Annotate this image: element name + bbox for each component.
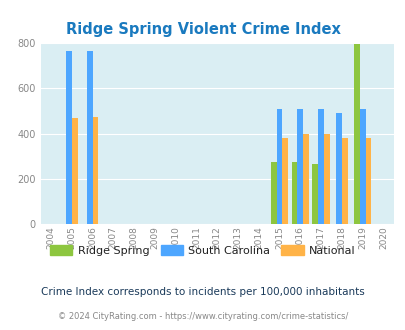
Bar [270,162,276,224]
Bar [303,134,308,224]
Text: © 2024 CityRating.com - https://www.cityrating.com/crime-statistics/: © 2024 CityRating.com - https://www.city… [58,312,347,321]
Bar [311,164,318,224]
Bar [359,109,364,224]
Bar [291,162,297,224]
Bar [87,51,92,224]
Text: Crime Index corresponds to incidents per 100,000 inhabitants: Crime Index corresponds to incidents per… [41,287,364,297]
Text: Ridge Spring Violent Crime Index: Ridge Spring Violent Crime Index [65,22,340,37]
Bar [318,109,323,224]
Bar [364,138,371,224]
Bar [276,109,282,224]
Bar [341,138,347,224]
Legend: Ridge Spring, South Carolina, National: Ridge Spring, South Carolina, National [45,241,360,260]
Bar [297,109,303,224]
Bar [72,118,77,224]
Bar [66,51,72,224]
Bar [323,134,329,224]
Bar [92,117,98,224]
Bar [282,138,288,224]
Bar [335,113,341,224]
Bar [353,44,359,224]
